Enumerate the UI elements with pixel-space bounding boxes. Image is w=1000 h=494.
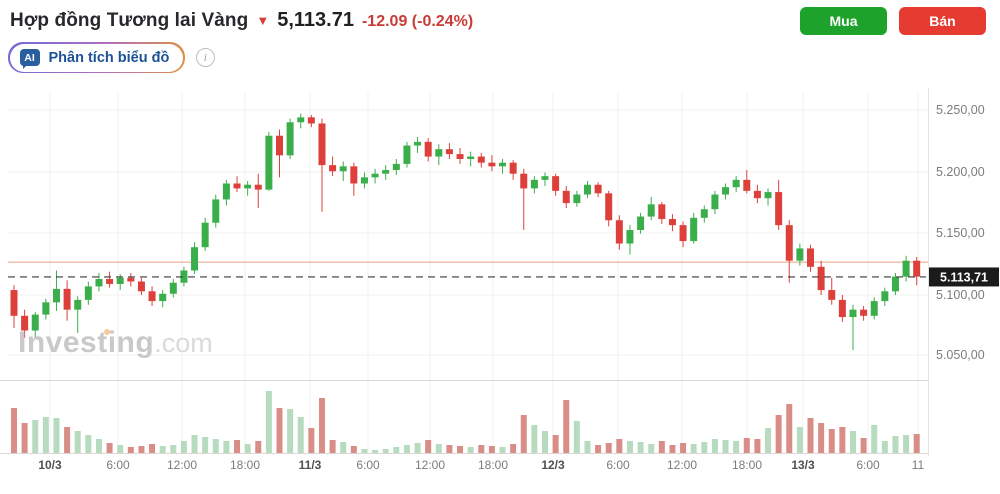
watermark-dot: [104, 329, 110, 335]
svg-text:12:00: 12:00: [415, 458, 445, 472]
price-change: -12.09 (-0.24%): [362, 13, 473, 31]
svg-text:18:00: 18:00: [478, 458, 508, 472]
change-value: -12.09: [361, 13, 408, 30]
watermark-brand: Investing: [18, 326, 155, 359]
ai-analysis-button[interactable]: AI Phân tích biểu đồ: [8, 42, 185, 73]
svg-text:10/3: 10/3: [38, 458, 62, 472]
svg-text:5.100,00: 5.100,00: [936, 288, 985, 302]
svg-text:6:00: 6:00: [856, 458, 880, 472]
svg-text:6:00: 6:00: [356, 458, 380, 472]
sell-button[interactable]: Bán: [899, 7, 986, 35]
gridlines: [8, 92, 928, 453]
watermark-suffix: .com: [154, 328, 213, 358]
svg-text:6:00: 6:00: [106, 458, 130, 472]
volume-bars: [11, 391, 920, 453]
svg-text:5.200,00: 5.200,00: [936, 165, 985, 179]
svg-text:5.050,00: 5.050,00: [936, 348, 985, 362]
x-axis-labels: 10/3 6:00 12:00 18:00 11/3 6:00 12:00 18:00 12/3…: [38, 458, 924, 472]
svg-text:12:00: 12:00: [167, 458, 197, 472]
svg-text:5.250,00: 5.250,00: [936, 103, 985, 117]
change-percent: (-0.24%): [411, 13, 474, 30]
buy-button[interactable]: Mua: [800, 7, 887, 35]
watermark: Investing.com: [18, 326, 213, 360]
header: Hợp đồng Tương lai Vàng ▼ 5,113.71 -12.0…: [0, 0, 1000, 73]
ai-analysis-label: Phân tích biểu đồ: [48, 49, 170, 66]
svg-text:12/3: 12/3: [541, 458, 565, 472]
info-icon[interactable]: i: [195, 48, 215, 67]
price-down-arrow-icon: ▼: [256, 13, 270, 28]
current-price-tag: 5.113,71: [929, 267, 999, 287]
svg-text:13/3: 13/3: [791, 458, 815, 472]
ai-analysis-row: AI Phân tích biểu đồ i: [8, 42, 1000, 73]
svg-text:18:00: 18:00: [732, 458, 762, 472]
svg-text:12:00: 12:00: [667, 458, 697, 472]
last-price: 5,113.71: [277, 9, 354, 31]
trade-buttons: Mua Bán: [800, 7, 986, 35]
svg-text:5.113,71: 5.113,71: [940, 270, 988, 284]
instrument-row: Hợp đồng Tương lai Vàng ▼ 5,113.71 -12.0…: [0, 0, 1000, 32]
candles: [10, 113, 921, 351]
svg-text:5.150,00: 5.150,00: [936, 226, 985, 240]
svg-text:6:00: 6:00: [606, 458, 630, 472]
pane-frame: [0, 88, 929, 456]
instrument-title: Hợp đồng Tương lai Vàng: [10, 10, 249, 31]
ai-icon: AI: [19, 49, 40, 69]
svg-text:18:00: 18:00: [230, 458, 260, 472]
svg-text:11: 11: [912, 458, 925, 472]
svg-text:11/3: 11/3: [299, 458, 322, 472]
y-axis-labels: 5.250,00 5.200,00 5.150,00 5.100,00 5.050,00: [936, 103, 985, 362]
